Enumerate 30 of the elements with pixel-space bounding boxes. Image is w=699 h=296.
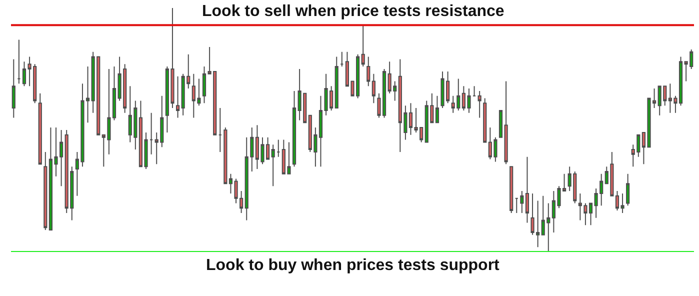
candlestick (520, 190, 524, 214)
ref-line-label: Look to sell when price tests resistance (202, 3, 504, 20)
candlestick (176, 76, 180, 118)
candlestick (202, 66, 206, 104)
candlestick (525, 156, 530, 224)
candlestick (498, 110, 503, 138)
candlestick (271, 144, 275, 187)
candlestick (510, 166, 514, 214)
candlestick (150, 112, 154, 155)
ref-line-label: Look to buy when prices tests support (206, 257, 500, 274)
candlestick (478, 90, 482, 118)
candlestick (218, 108, 222, 152)
candlestick (483, 98, 487, 143)
candlestick (472, 86, 476, 96)
candlestick (514, 198, 518, 214)
candlestick (12, 58, 16, 118)
candlestick (276, 139, 280, 158)
candlestick (435, 95, 440, 124)
candlestick (372, 73, 376, 104)
candlestick (366, 56, 370, 87)
candlestick (361, 24, 365, 68)
candlestick (224, 127, 228, 184)
candlestick (504, 80, 508, 165)
candlestick (38, 92, 42, 165)
candlestick (44, 151, 48, 231)
candlestick (340, 51, 344, 68)
candlestick (292, 90, 296, 168)
candlestick (17, 39, 21, 84)
candlestick (334, 56, 338, 109)
candlestick (626, 173, 630, 206)
